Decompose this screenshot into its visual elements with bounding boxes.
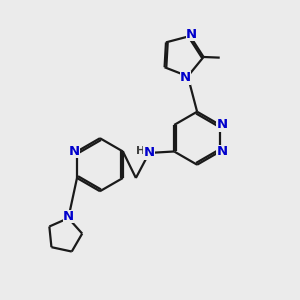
- Text: N: N: [186, 28, 197, 41]
- Text: H: H: [136, 146, 146, 156]
- Text: N: N: [180, 71, 191, 84]
- Text: N: N: [63, 210, 74, 223]
- Text: N: N: [217, 145, 228, 158]
- Text: N: N: [144, 146, 155, 159]
- Text: N: N: [217, 118, 228, 131]
- Text: N: N: [69, 145, 80, 158]
